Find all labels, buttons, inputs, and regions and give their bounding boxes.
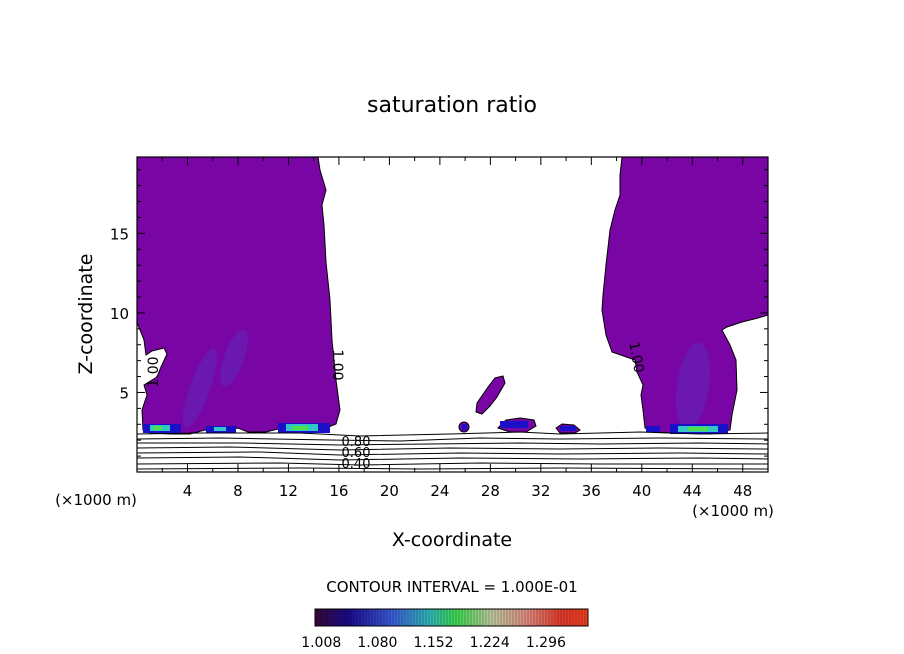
right-inner-shade bbox=[676, 342, 710, 430]
contour-label: 0.60 bbox=[342, 446, 371, 461]
x-tick-label: 40 bbox=[632, 482, 651, 500]
contour-label: 1.00 bbox=[146, 356, 162, 387]
y-tick-label: 10 bbox=[110, 305, 129, 323]
x-tick-label: 4 bbox=[183, 482, 193, 500]
x-tick-label: 24 bbox=[430, 482, 449, 500]
contour-label: 1.00 bbox=[329, 349, 345, 380]
colorbar-tick-label: 1.008 bbox=[301, 635, 341, 651]
x-unit-right: (×1000 m) bbox=[692, 502, 774, 520]
x-tick-label: 32 bbox=[531, 482, 550, 500]
chart-title: saturation ratio bbox=[367, 93, 537, 118]
blob-1 bbox=[475, 375, 506, 415]
contour-interval-text: CONTOUR INTERVAL = 1.000E-01 bbox=[326, 578, 577, 596]
contour-label: 1.00 bbox=[625, 341, 646, 374]
contour-label: 0.40 bbox=[342, 457, 371, 472]
x-tick-label: 20 bbox=[380, 482, 399, 500]
left-fill-region bbox=[137, 157, 341, 435]
x-tick-label: 48 bbox=[733, 482, 752, 500]
colorbar-stripes bbox=[317, 609, 586, 626]
x-tick-label: 28 bbox=[481, 482, 500, 500]
x-tick-label: 8 bbox=[233, 482, 243, 500]
left-inner-shade-1 bbox=[182, 348, 218, 428]
plot-area bbox=[137, 157, 768, 470]
contour-label: 0.80 bbox=[342, 435, 371, 450]
x-tick-label: 36 bbox=[582, 482, 601, 500]
colorbar-tick-label: 1.224 bbox=[470, 635, 510, 651]
x-axis-label: X-coordinate bbox=[392, 529, 512, 551]
left-inner-shade-2 bbox=[220, 329, 248, 387]
x-tick-label: 12 bbox=[279, 482, 298, 500]
colorbar-tick-label: 1.080 bbox=[357, 635, 397, 651]
x-tick-label: 16 bbox=[329, 482, 348, 500]
y-tick-label: 15 bbox=[110, 225, 129, 243]
y-axis-label: Z-coordinate bbox=[75, 254, 97, 375]
colorbar-ticks: 1.008 1.080 1.152 1.224 1.296 bbox=[301, 635, 566, 651]
contour-labels: 1.00 1.00 1.00 0.80 0.60 0.40 bbox=[146, 341, 647, 472]
contour-lines bbox=[137, 431, 768, 470]
x-unit-left: (×1000 m) bbox=[55, 491, 137, 509]
plot-frame bbox=[136, 156, 769, 473]
colorbar bbox=[314, 608, 589, 627]
y-tick-label: 5 bbox=[119, 384, 129, 402]
x-tick-label: 44 bbox=[683, 482, 702, 500]
y-axis: 5 10 15 bbox=[110, 169, 768, 457]
high-value-patches bbox=[143, 421, 728, 434]
x-axis: 4 8 12 16 20 24 28 32 36 40 44 48 bbox=[161, 157, 752, 500]
colorbar-tick-label: 1.296 bbox=[526, 635, 566, 651]
colorbar-tick-label: 1.152 bbox=[414, 635, 454, 651]
